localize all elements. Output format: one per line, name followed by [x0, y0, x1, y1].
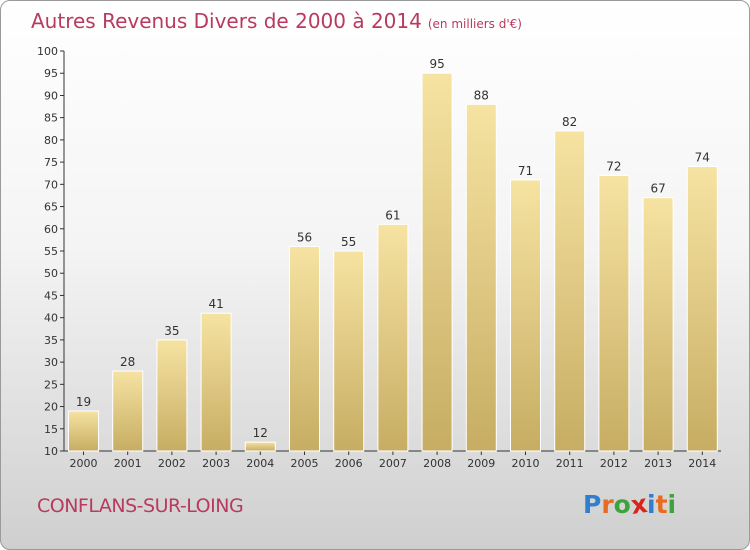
data-label-2011: 82	[562, 115, 577, 129]
logo-letter: o	[613, 490, 631, 519]
x-tick-label: 2000	[70, 457, 98, 470]
y-tick-label: 30	[44, 356, 58, 369]
y-tick-label: 25	[44, 378, 58, 391]
x-tick-label: 2004	[246, 457, 274, 470]
bar-2013	[642, 197, 674, 452]
y-tick-label: 40	[44, 312, 58, 325]
data-label-2013: 67	[650, 182, 665, 196]
data-label-2008: 95	[429, 57, 444, 71]
y-tick-label: 35	[44, 334, 58, 347]
y-tick-label: 85	[44, 112, 58, 125]
x-tick-label: 2002	[158, 457, 186, 470]
data-label-2009: 88	[474, 88, 489, 102]
data-label-2014: 74	[695, 151, 710, 165]
data-label-2005: 56	[297, 231, 312, 245]
data-label-2004: 12	[253, 426, 268, 440]
y-tick-label: 100	[37, 45, 58, 58]
x-tick-label: 2007	[379, 457, 407, 470]
chart-title: Autres Revenus Divers de 2000 à 2014 (en …	[31, 9, 522, 33]
chart-title-main: Autres Revenus Divers de 2000 à 2014	[31, 9, 422, 33]
x-tick-label: 2012	[600, 457, 628, 470]
proxiti-logo[interactable]: Proxiti	[583, 489, 677, 520]
x-axis: 2000 2001 2002 2003 2004 2005 2006 2007 2008 2009…	[64, 450, 721, 470]
bar-2002	[156, 339, 188, 452]
data-labels: 19 28 35 41 12 56 55 61 95 88 71 82 72 67 74	[76, 57, 710, 440]
y-tick-label: 20	[44, 401, 58, 414]
y-tick-label: 95	[44, 67, 58, 80]
logo-letter: i	[667, 490, 677, 519]
y-axis: 10 15 20 25 30 35 40 45 50 55 60 65 70 75 80 85 90 95 100	[37, 45, 65, 458]
data-label-2001: 28	[120, 355, 135, 369]
y-tick-label: 75	[44, 156, 58, 169]
bar-2006	[333, 250, 365, 452]
y-tick-label: 60	[44, 223, 58, 236]
y-tick-label: 10	[44, 445, 58, 458]
logo-letter: r	[601, 490, 614, 519]
x-tick-label: 2013	[644, 457, 672, 470]
bar-2014	[686, 166, 718, 452]
bar-2011	[554, 130, 586, 452]
x-tick-label: 2014	[688, 457, 716, 470]
y-tick-label: 90	[44, 89, 58, 102]
x-tick-label: 2011	[556, 457, 584, 470]
bar-2003	[200, 312, 232, 452]
y-tick-label: 65	[44, 201, 58, 214]
y-tick-label: 80	[44, 134, 58, 147]
bars	[68, 72, 718, 452]
logo-letter: x	[628, 489, 649, 520]
bar-2010	[510, 179, 541, 452]
bar-2007	[377, 223, 409, 452]
data-label-2012: 72	[606, 159, 621, 173]
x-tick-label: 2010	[512, 457, 540, 470]
x-tick-label: 2008	[423, 457, 451, 470]
bar-2004	[244, 441, 276, 452]
logo-letter: P	[583, 490, 602, 519]
data-label-2002: 35	[164, 324, 179, 338]
y-tick-label: 50	[44, 267, 58, 280]
data-label-2007: 61	[385, 208, 400, 222]
y-tick-label: 45	[44, 289, 58, 302]
y-tick-label: 55	[44, 245, 58, 258]
data-label-2006: 55	[341, 235, 356, 249]
location-label: CONFLANS-SUR-LOING	[37, 495, 244, 517]
data-label-2000: 19	[76, 395, 91, 409]
chart-subtitle: (en milliers d'€)	[427, 17, 522, 31]
bar-2008	[421, 72, 453, 452]
data-label-2010: 71	[518, 164, 533, 178]
bar-2009	[465, 103, 497, 452]
data-label-2003: 41	[208, 297, 223, 311]
x-tick-label: 2009	[467, 457, 495, 470]
x-tick-label: 2005	[291, 457, 319, 470]
bar-2000	[68, 410, 99, 452]
bar-2012	[598, 174, 630, 452]
bar-2001	[112, 370, 144, 452]
x-tick-label: 2001	[114, 457, 142, 470]
x-tick-label: 2003	[202, 457, 230, 470]
x-tick-label: 2006	[335, 457, 363, 470]
y-tick-label: 15	[44, 423, 58, 436]
y-tick-label: 70	[44, 178, 58, 191]
bar-2005	[289, 246, 320, 452]
logo-letter: t	[655, 490, 668, 519]
logo-letter: i	[647, 490, 656, 519]
